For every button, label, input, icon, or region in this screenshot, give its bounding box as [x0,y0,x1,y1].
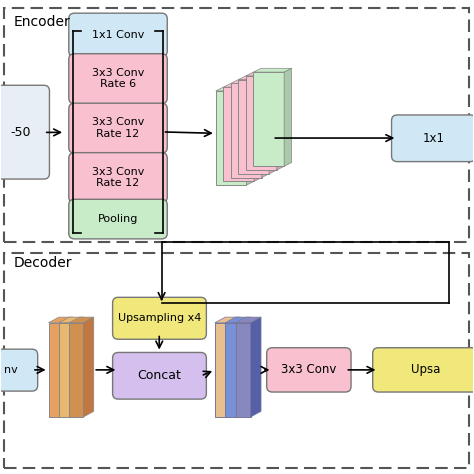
Polygon shape [254,68,292,72]
Text: 1x1 Conv: 1x1 Conv [92,30,144,40]
Bar [4,9,469,242]
Polygon shape [215,317,240,323]
Polygon shape [69,323,83,417]
Polygon shape [236,323,251,417]
Polygon shape [48,317,73,323]
Polygon shape [246,76,277,170]
Polygon shape [225,323,240,417]
Text: 1x1: 1x1 [423,132,445,145]
FancyBboxPatch shape [69,103,167,153]
FancyBboxPatch shape [267,348,351,392]
FancyBboxPatch shape [69,54,167,104]
Text: Decoder: Decoder [13,256,72,270]
Polygon shape [231,83,262,178]
Polygon shape [216,87,254,91]
Text: Pooling: Pooling [98,214,138,224]
FancyBboxPatch shape [69,153,167,202]
Polygon shape [59,323,73,417]
Polygon shape [69,317,94,323]
FancyBboxPatch shape [113,353,206,399]
FancyBboxPatch shape [0,349,37,391]
Polygon shape [225,317,251,323]
Polygon shape [223,83,262,87]
Text: Upsampling x4: Upsampling x4 [118,313,201,323]
FancyBboxPatch shape [69,199,167,239]
Polygon shape [246,72,284,76]
Polygon shape [236,317,261,323]
Polygon shape [63,317,73,417]
Text: Upsa: Upsa [411,364,440,376]
FancyBboxPatch shape [69,13,167,56]
Polygon shape [48,323,63,417]
Text: 3x3 Conv: 3x3 Conv [281,364,337,376]
Polygon shape [254,72,284,166]
Polygon shape [238,80,269,174]
Polygon shape [223,87,254,182]
Text: nv: nv [4,365,18,375]
Polygon shape [284,68,292,166]
Text: -50: -50 [10,126,30,139]
Polygon shape [246,87,254,185]
Polygon shape [83,317,94,417]
Polygon shape [240,317,251,417]
FancyBboxPatch shape [373,348,474,392]
Polygon shape [251,317,261,417]
Polygon shape [262,80,269,178]
Text: Concat: Concat [137,369,182,382]
Text: 3x3 Conv
Rate 12: 3x3 Conv Rate 12 [92,118,144,139]
Polygon shape [277,72,284,170]
Text: 3x3 Conv
Rate 12: 3x3 Conv Rate 12 [92,167,144,189]
Polygon shape [231,80,269,83]
Bar [4,254,469,468]
Polygon shape [59,317,83,323]
FancyBboxPatch shape [113,297,206,339]
FancyBboxPatch shape [392,115,474,162]
Text: 3x3 Conv
Rate 6: 3x3 Conv Rate 6 [92,68,144,90]
Polygon shape [215,323,230,417]
FancyBboxPatch shape [0,85,49,179]
Text: Encoder: Encoder [13,15,70,29]
Polygon shape [230,317,240,417]
Polygon shape [254,83,262,182]
Polygon shape [238,76,277,80]
Polygon shape [73,317,83,417]
Polygon shape [216,91,246,185]
Polygon shape [269,76,277,174]
